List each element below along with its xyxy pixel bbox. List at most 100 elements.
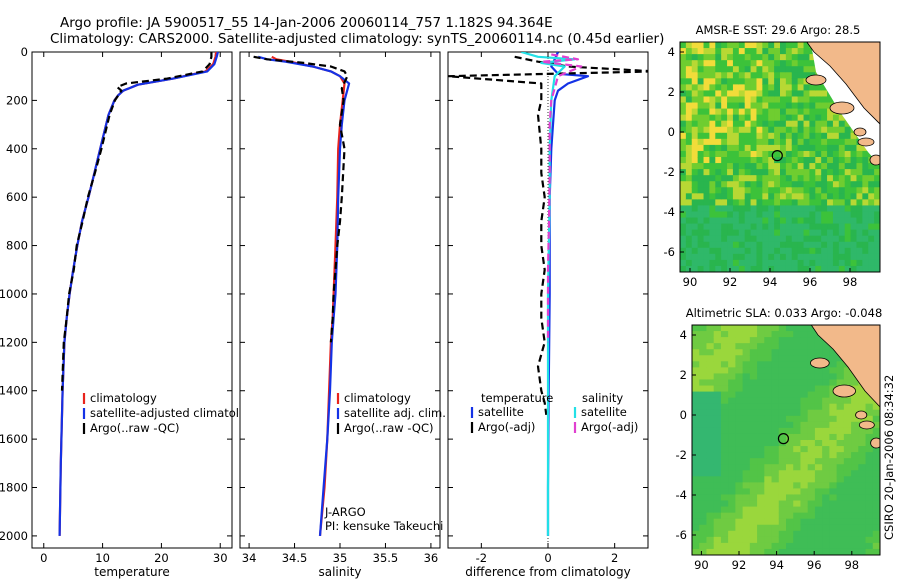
field-cell <box>728 542 736 550</box>
x-tick-label: 0 <box>40 551 47 565</box>
field-cell <box>762 199 769 207</box>
field-cell <box>778 379 787 387</box>
field-cell <box>764 427 773 435</box>
field-cell <box>780 96 787 104</box>
field-cell <box>780 199 787 207</box>
field-cell <box>715 247 722 255</box>
field-cell <box>786 446 794 453</box>
field-cell <box>768 259 775 267</box>
field-cell <box>872 518 880 526</box>
legend-entry-label: satellite adj. clim. <box>344 406 446 420</box>
field-cell <box>800 548 809 555</box>
field-cell <box>768 48 775 55</box>
field-cell <box>699 452 708 459</box>
field-cell <box>735 427 744 435</box>
legend-heading-salinity: salinity <box>582 391 623 405</box>
field-cell <box>764 512 773 520</box>
field-cell <box>709 120 716 128</box>
field-cell <box>771 542 780 550</box>
field-cell <box>713 452 722 459</box>
field-cell <box>764 415 773 423</box>
y-tick-label: -6 <box>676 528 687 542</box>
field-cell <box>764 452 773 459</box>
field-cell <box>822 482 830 490</box>
field-cell <box>715 241 722 249</box>
field-cell <box>851 421 859 429</box>
field-cell <box>692 512 700 520</box>
field-cell <box>774 175 781 182</box>
field-cell <box>757 476 765 483</box>
field-cell <box>749 421 758 429</box>
field-cell <box>691 223 699 231</box>
field-cell <box>699 433 708 441</box>
field-cell <box>757 415 765 423</box>
field-cell <box>703 48 711 55</box>
field-cell <box>858 512 867 520</box>
field-cell <box>699 506 708 514</box>
field-cell <box>697 247 705 255</box>
field-cell <box>774 90 781 98</box>
field-cell <box>703 241 711 249</box>
field-cell <box>851 482 859 490</box>
field-cell <box>742 385 751 393</box>
field-cell <box>809 66 816 73</box>
field-cell <box>692 331 700 338</box>
field-cell <box>715 96 722 104</box>
field-cell <box>800 470 809 477</box>
field-cell <box>768 144 775 152</box>
field-cell <box>800 367 809 375</box>
land-sumatra <box>806 42 880 125</box>
field-cell <box>843 470 852 477</box>
field-cell <box>744 42 752 49</box>
field-cell <box>803 175 811 182</box>
field-cell <box>680 193 687 200</box>
field-cell <box>749 337 758 344</box>
field-cell <box>786 494 794 502</box>
field-cell <box>721 223 728 231</box>
field-cell <box>778 409 787 417</box>
field-cell <box>844 126 852 134</box>
field-cell <box>768 72 775 79</box>
field-cell <box>706 367 715 375</box>
field-cell <box>829 482 838 490</box>
field-cell <box>744 144 752 152</box>
field-cell <box>851 530 859 538</box>
field-cell <box>713 397 722 405</box>
field-cell <box>836 421 845 429</box>
field-cell <box>780 72 787 79</box>
field-cell <box>800 476 809 483</box>
field-cell <box>780 132 787 140</box>
field-cell <box>778 452 787 459</box>
field-cell <box>762 102 769 110</box>
field-cell <box>703 259 711 267</box>
field-cell <box>727 126 734 134</box>
field-cell <box>764 446 773 453</box>
field-cell <box>778 482 787 490</box>
field-cell <box>778 421 787 429</box>
field-cell <box>843 415 852 423</box>
field-cell <box>768 187 775 194</box>
field-cell <box>692 518 700 526</box>
field-cell <box>727 60 734 67</box>
x-tick-label: 30 <box>213 551 228 565</box>
field-cell <box>793 427 802 435</box>
field-cell <box>836 536 845 544</box>
field-cell <box>756 199 763 207</box>
field-cell <box>827 205 834 213</box>
field-cell <box>768 265 775 272</box>
field-cell <box>709 187 716 194</box>
field-cell <box>827 169 834 176</box>
field-cell <box>791 211 799 219</box>
field-cell <box>843 403 852 411</box>
field-cell <box>807 446 816 453</box>
field-cell <box>829 433 838 441</box>
field-cell <box>807 458 816 465</box>
field-cell <box>829 379 838 387</box>
field-cell <box>786 403 794 411</box>
field-cell <box>780 42 787 49</box>
field-cell <box>771 379 780 387</box>
field-cell <box>738 66 746 73</box>
field-cell <box>809 132 816 140</box>
field-cell <box>750 96 758 104</box>
field-cell <box>721 96 728 104</box>
